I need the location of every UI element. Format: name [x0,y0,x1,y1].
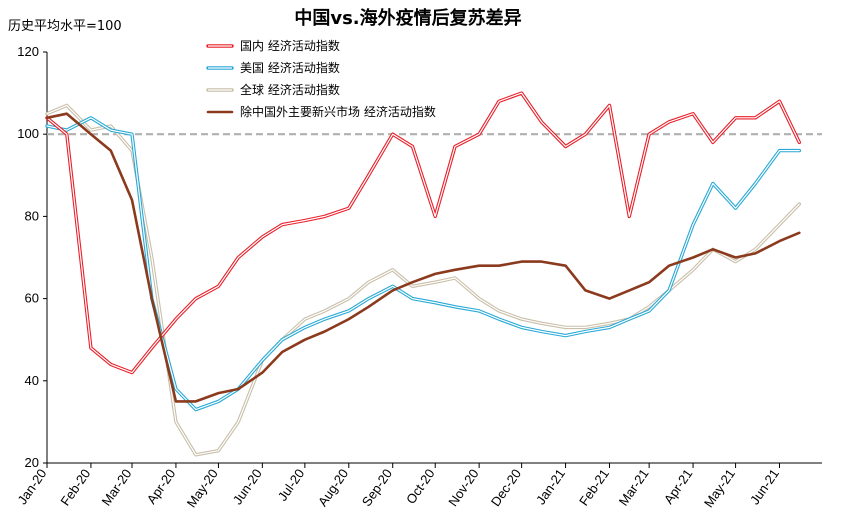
x-tick-label: Apr-20 [144,466,179,507]
x-tick-label: Feb-21 [576,466,612,508]
legend-item-1: 美国 经济活动指数 [206,60,340,75]
y-tick-label: 40 [25,373,39,388]
chart-title: 中国vs.海外疫情后复苏差异 [294,7,521,29]
series-1-outer-stroke [45,116,801,412]
legend-item-2: 全球 经济活动指数 [206,82,340,97]
x-tick-label: May-20 [184,466,221,510]
legend-item-0: 国内 经济活动指数 [206,38,340,53]
legend-item-3: 除中国外主要新兴市场 经济活动指数 [206,104,436,119]
x-tick-label: Jun-21 [747,466,782,507]
x-tick-label: May-21 [701,466,738,510]
y-tick-label: 20 [25,455,39,470]
series-line-3 [45,112,801,403]
legend-label: 美国 经济活动指数 [240,60,340,75]
x-tick-label: Feb-20 [57,466,93,508]
x-tick-label: Sep-20 [359,466,395,509]
y-tick-label: 100 [17,126,39,141]
series-2-inner-stroke [46,104,800,456]
y-tick-label: 60 [25,291,39,306]
legend-label: 国内 经济活动指数 [240,38,340,53]
x-tick-label: Jan-21 [533,466,568,507]
series-1-inner-stroke [46,117,800,411]
x-tick-label: Nov-20 [445,466,481,509]
x-tick-label: Mar-21 [616,466,652,508]
x-tick-label: Mar-20 [99,466,135,508]
x-tick-label: Jul-20 [275,466,308,504]
x-tick-label: Apr-21 [661,466,696,507]
legend-label: 除中国外主要新兴市场 经济活动指数 [240,104,436,119]
x-tick-label: Oct-20 [403,466,438,507]
y-tick-label: 80 [25,208,39,223]
series-2-outer-stroke [45,103,801,457]
y-tick-label: 120 [17,44,39,59]
x-tick-label: Jun-20 [230,466,265,507]
plot-area [45,91,801,457]
y-axis-label: 历史平均水平=100 [8,19,122,34]
series-0-inner-stroke [46,92,800,374]
series-3-stroke [45,112,801,403]
x-tick-label: Dec-20 [488,466,524,509]
x-tick-label: Jan-20 [14,466,49,507]
series-line-0 [45,91,801,375]
x-tick-label: Aug-20 [315,466,351,509]
series-line-2 [45,103,801,457]
series-line-1 [45,116,801,412]
legend-label: 全球 经济活动指数 [240,82,340,97]
